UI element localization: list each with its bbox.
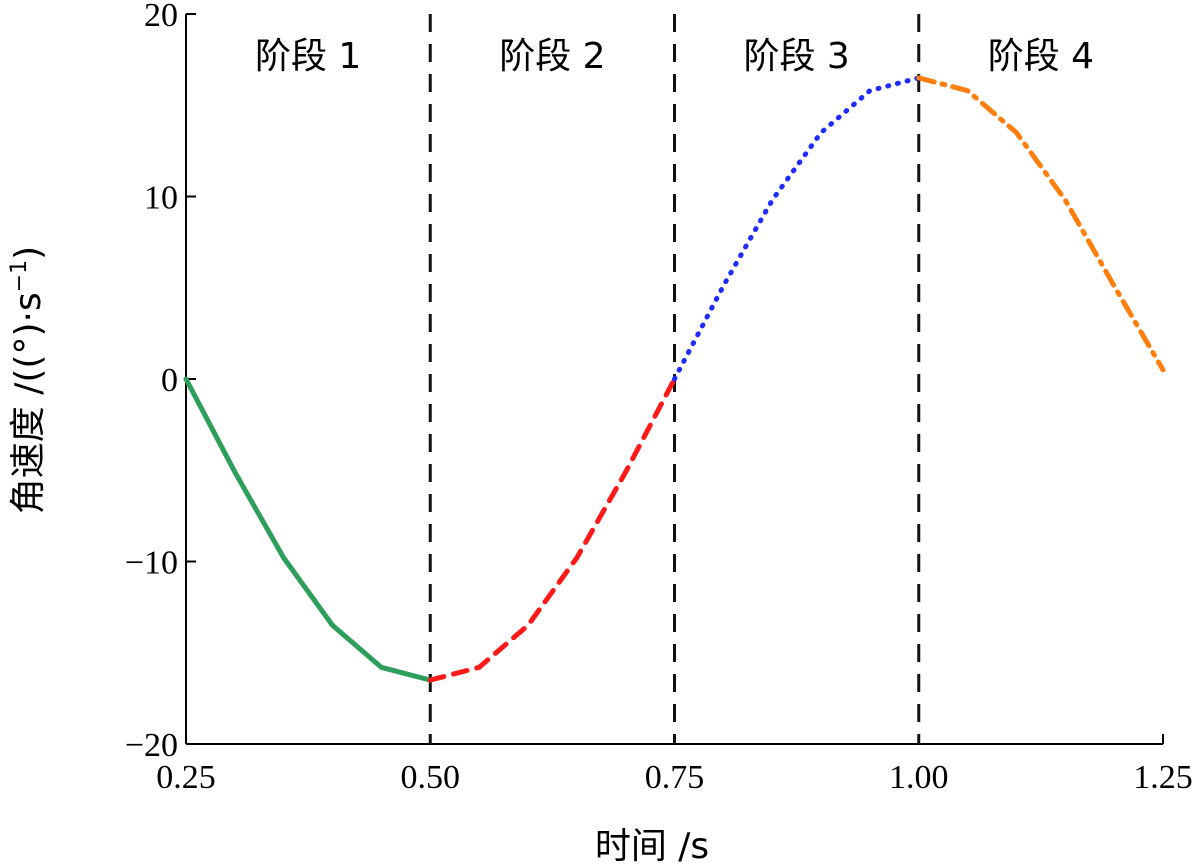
- y-axis-title-exponent: −1: [7, 260, 32, 292]
- series-line-3: [672, 75, 922, 382]
- x-axis-title: 时间 /s: [595, 826, 709, 867]
- series-line-2: [427, 376, 677, 683]
- y-tick-label: 10: [144, 180, 178, 217]
- y-axis-title-close: ): [8, 246, 49, 260]
- y-tick-label: 0: [161, 362, 178, 399]
- y-axis-title-main: 角速度 /((°)·s: [8, 292, 49, 514]
- y-tick-label: −20: [125, 727, 178, 764]
- x-tick-label: 0.25: [156, 759, 216, 796]
- stage-labels: 阶段 1 阶段 2 阶段 3 阶段 4: [255, 36, 1094, 77]
- series-line-4: [916, 75, 1166, 373]
- y-tick-label: −10: [125, 545, 178, 582]
- stage-label: 阶段 1: [255, 36, 361, 77]
- x-tick-label: 0.75: [645, 759, 705, 796]
- svg-text:角速度 /((°)·s−1): 角速度 /((°)·s−1): [7, 246, 49, 514]
- x-tick-label: 1.00: [889, 759, 949, 796]
- x-tick-label: 0.50: [401, 759, 461, 796]
- data-series: [183, 75, 1166, 683]
- stage-label: 阶段 4: [988, 36, 1094, 77]
- x-tick-label: 1.25: [1133, 759, 1193, 796]
- series-line-1: [183, 376, 433, 683]
- stage-label: 阶段 3: [743, 36, 849, 77]
- stage-label: 阶段 2: [499, 36, 605, 77]
- y-axis-title: 角速度 /((°)·s−1): [7, 246, 49, 514]
- axis-ticks: −20 −10 0 10 20 0.25 0.50 0.75 1.00 1.25: [125, 0, 1193, 796]
- y-tick-label: 20: [144, 0, 178, 34]
